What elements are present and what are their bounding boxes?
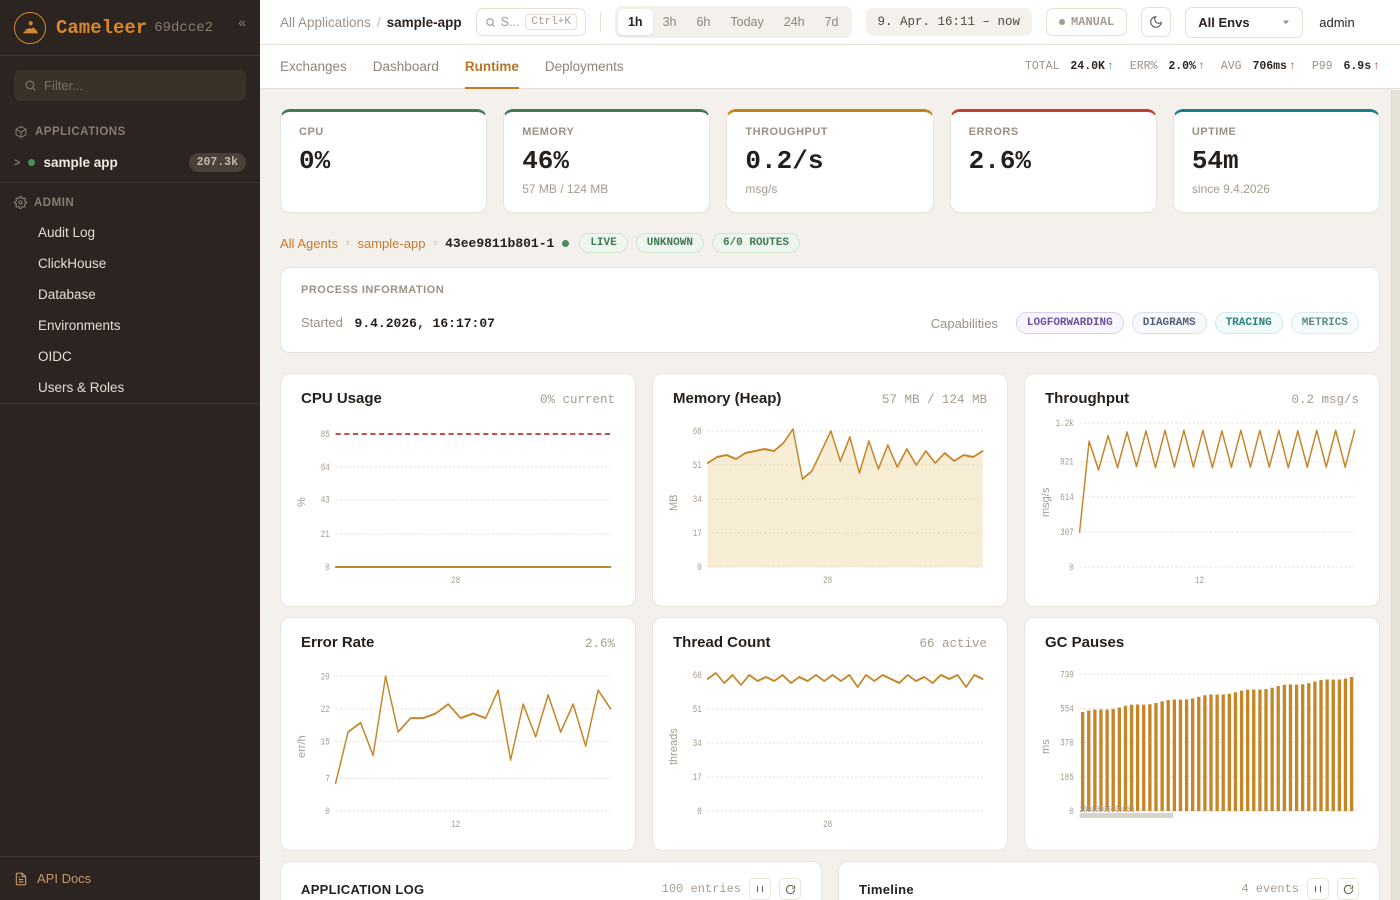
- svg-text:68: 68: [693, 669, 702, 682]
- svg-text:29: 29: [321, 670, 330, 683]
- svg-text:0: 0: [325, 805, 330, 818]
- svg-text:370: 370: [1060, 736, 1074, 749]
- svg-text:51: 51: [693, 459, 703, 472]
- svg-text:28: 28: [823, 574, 832, 587]
- svg-text:51: 51: [693, 703, 703, 716]
- svg-text:34: 34: [693, 493, 703, 506]
- svg-text:614: 614: [1060, 491, 1074, 504]
- svg-text:0: 0: [697, 561, 702, 574]
- svg-text:7: 7: [325, 772, 330, 785]
- svg-text:0: 0: [1069, 561, 1074, 574]
- svg-text:20000000000000: 20000000000000: [1080, 805, 1135, 815]
- svg-text:28: 28: [823, 818, 832, 831]
- svg-text:12: 12: [1195, 574, 1204, 587]
- svg-text:1.2k: 1.2k: [1056, 417, 1075, 430]
- svg-text:34: 34: [693, 737, 703, 750]
- svg-text:17: 17: [693, 527, 702, 540]
- svg-text:0: 0: [1069, 805, 1074, 818]
- svg-text:921: 921: [1060, 456, 1074, 469]
- svg-text:22: 22: [321, 703, 330, 716]
- svg-text:68: 68: [693, 425, 702, 438]
- svg-text:0: 0: [697, 805, 702, 818]
- svg-text:307: 307: [1060, 526, 1074, 539]
- svg-text:739: 739: [1060, 668, 1074, 681]
- svg-text:554: 554: [1060, 702, 1074, 715]
- svg-text:15: 15: [321, 735, 330, 748]
- svg-text:17: 17: [693, 771, 702, 784]
- svg-text:12: 12: [451, 818, 460, 831]
- svg-text:185: 185: [1060, 771, 1074, 784]
